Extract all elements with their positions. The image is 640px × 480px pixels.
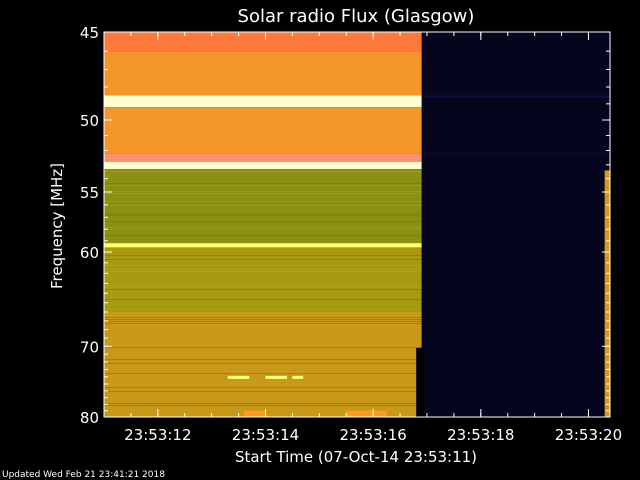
- no-data-line: [421, 153, 610, 155]
- spectrum-texture: [104, 327, 422, 329]
- spectrum-band: [104, 51, 422, 96]
- spectrum-texture: [104, 385, 422, 387]
- updated-footer: Updated Wed Feb 21 23:41:21 2018: [2, 470, 165, 480]
- y-tick-label: 60: [80, 244, 99, 262]
- spectrum-texture: [104, 193, 422, 195]
- spectrum-texture: [104, 299, 422, 301]
- spectrum-band: [104, 32, 422, 52]
- x-tick-labels: 23:53:12 23:53:14 23:53:16 23:53:18 23:53:20: [124, 426, 622, 444]
- spectrum-texture: [104, 373, 422, 375]
- spectrum-texture: [104, 387, 422, 389]
- spectrum-texture: [104, 259, 422, 261]
- spectrum-texture: [104, 371, 422, 373]
- x-axis-title: Start Time (07-Oct-14 23:53:11): [235, 448, 477, 466]
- spectrum-band: [104, 153, 422, 162]
- spectrum-texture: [104, 317, 422, 319]
- spectrum-texture: [104, 285, 422, 287]
- spectrum-texture: [104, 255, 422, 257]
- spectrum-texture: [104, 191, 422, 193]
- spectrum-band: [104, 162, 422, 170]
- spectrum-texture: [104, 205, 422, 207]
- spectrum-band: [104, 107, 422, 154]
- spectrum-texture: [104, 287, 422, 289]
- chart-title: Solar radio Flux (Glasgow): [238, 6, 475, 27]
- spectrum-band: [104, 247, 422, 312]
- spectrum-texture: [104, 343, 422, 345]
- spectrum-texture: [104, 269, 422, 271]
- spectrum-band: [104, 312, 422, 417]
- plot-area: [104, 32, 610, 417]
- x-tick-label: 23:53:12: [124, 426, 191, 444]
- spectrum-texture: [104, 271, 422, 273]
- spectrum-band: [104, 95, 422, 108]
- spectrum-texture: [104, 265, 422, 267]
- burst-mark: [227, 375, 250, 379]
- spectrum-texture: [104, 381, 422, 383]
- spectrum-texture: [104, 403, 422, 405]
- spectrum-texture: [104, 227, 422, 229]
- y-tick-label: 45: [80, 24, 99, 42]
- y-tick-label: 55: [80, 184, 99, 202]
- spectrum-texture: [104, 213, 422, 215]
- spectrum-texture: [104, 229, 422, 231]
- spectrum-texture: [104, 215, 422, 217]
- x-tick-label: 23:53:16: [339, 426, 406, 444]
- emission-spot: [243, 410, 266, 417]
- spectrum-texture: [104, 235, 422, 237]
- no-data-line: [421, 95, 610, 98]
- x-tick-label: 23:53:14: [232, 426, 299, 444]
- spectrum-band: [104, 243, 422, 248]
- spectrum-texture: [104, 391, 422, 393]
- spectrum-texture: [104, 247, 422, 249]
- x-tick-label: 23:53:18: [447, 426, 514, 444]
- x-tick-label: 23:53:20: [555, 426, 622, 444]
- y-tick-label: 50: [80, 112, 99, 130]
- y-tick-label: 80: [80, 409, 99, 427]
- spectrum-texture: [104, 183, 422, 185]
- data-gap: [416, 347, 425, 417]
- spectrum-texture: [104, 319, 422, 321]
- spectrum-texture: [104, 359, 422, 361]
- spectrum-texture: [104, 171, 422, 173]
- y-axis-title: Frequency [MHz]: [48, 163, 66, 289]
- spectrum-texture: [104, 289, 422, 291]
- spectrum-texture: [104, 315, 422, 317]
- spectrum-texture: [104, 221, 422, 223]
- spectrum-texture: [104, 365, 422, 367]
- spectrum-texture: [104, 383, 422, 385]
- spectrum-band: [104, 169, 422, 244]
- y-tick-labels: 45 50 55 60 70 80: [80, 24, 99, 427]
- spectrum-texture: [104, 347, 422, 349]
- spectrum-texture: [104, 353, 422, 355]
- burst-mark: [265, 375, 288, 379]
- spectrum-texture: [104, 329, 422, 331]
- spectrum-texture: [104, 185, 422, 187]
- spectrum-texture: [104, 341, 422, 343]
- emission-spot: [346, 410, 387, 417]
- axis-frame: [103, 31, 611, 418]
- burst-mark: [292, 375, 304, 379]
- axes: [103, 31, 611, 418]
- spectrum-texture: [104, 323, 422, 325]
- spectrum-texture: [104, 321, 422, 323]
- spectrum-texture: [104, 309, 422, 311]
- spectrum-texture: [104, 325, 422, 327]
- y-tick-label: 70: [80, 338, 99, 356]
- spectrum-texture: [104, 363, 422, 365]
- spectrum-texture: [104, 201, 422, 203]
- spectrum-texture: [104, 405, 422, 407]
